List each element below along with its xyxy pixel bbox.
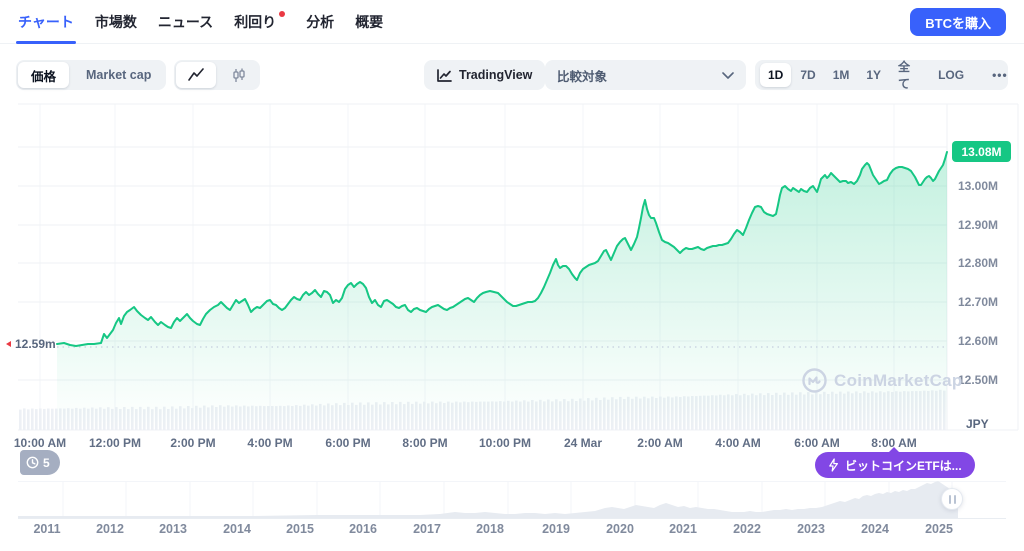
clock-history-icon xyxy=(26,456,39,469)
timeline-year-label[interactable]: 2025 xyxy=(925,522,953,536)
timeline-year-label[interactable]: 2015 xyxy=(286,522,314,536)
chart-tab-bar: チャート 市場数 ニュース 利回り 分析 概要 xyxy=(0,0,1024,44)
x-axis-label: 2:00 AM xyxy=(637,436,683,450)
chart-type-toggle xyxy=(174,60,260,90)
tab-chart-label: チャート xyxy=(18,13,74,30)
tab-news[interactable]: ニュース xyxy=(156,0,215,43)
y-axis-label: 12.50M xyxy=(958,373,999,387)
tab-markets-label: 市場数 xyxy=(94,13,137,30)
timeline-year-label[interactable]: 2020 xyxy=(606,522,634,536)
tab-analysis-label: 分析 xyxy=(306,13,335,30)
timeline-year-label[interactable]: 2021 xyxy=(669,522,697,536)
buy-btc-button[interactable]: BTCを購入 xyxy=(910,8,1006,36)
timeline-year-label[interactable]: 2012 xyxy=(96,522,124,536)
timeline-year-label[interactable]: 2011 xyxy=(33,522,61,536)
x-axis-label: 4:00 PM xyxy=(247,436,293,450)
timeline-year-label[interactable]: 2018 xyxy=(476,522,504,536)
timeline-year-label[interactable]: 2024 xyxy=(861,522,889,536)
line-chart-option[interactable] xyxy=(176,62,216,88)
open-price-label: 12.59m xyxy=(6,337,56,351)
tab-overview-label: 概要 xyxy=(355,13,384,30)
tradingview-chart-icon xyxy=(437,68,452,82)
watermark: CoinMarketCap xyxy=(802,368,963,393)
range-7d[interactable]: 7D xyxy=(800,68,816,82)
range-selector: 1D 7D 1M 1Y 全て LOG ••• xyxy=(755,60,1008,91)
chevron-down-icon xyxy=(722,71,734,79)
timeline-drag-handle[interactable] xyxy=(941,488,963,510)
tab-overview[interactable]: 概要 xyxy=(353,0,385,43)
open-price-value: 12.59m xyxy=(15,337,56,351)
metric-marketcap-option[interactable]: Market cap xyxy=(86,68,152,82)
news-event-label: ビットコインETFは... xyxy=(845,458,962,473)
history-events-count: 5 xyxy=(43,455,50,470)
y-axis-label: 12.70M xyxy=(958,295,999,309)
x-axis-label: 6:00 PM xyxy=(325,436,371,450)
x-axis-label: 10:00 PM xyxy=(478,436,532,450)
tradingview-label: TradingView xyxy=(459,68,533,82)
timeline-scrubber[interactable] xyxy=(0,478,1024,523)
log-scale-button[interactable]: LOG xyxy=(938,68,965,82)
y-axis-label: JPY xyxy=(966,417,989,431)
x-axis-label: 8:00 PM xyxy=(402,436,448,450)
price-line-series xyxy=(56,151,948,347)
range-all[interactable]: 全て xyxy=(898,60,911,91)
candlestick-icon xyxy=(233,68,245,82)
tradingview-button[interactable]: TradingView xyxy=(424,60,546,90)
timeline-area-series xyxy=(18,481,958,518)
tab-chart[interactable]: チャート xyxy=(16,0,76,44)
compare-dropdown-value: 比較対象 xyxy=(557,69,608,84)
open-price-tick-icon xyxy=(6,341,11,347)
timeline-year-label[interactable]: 2017 xyxy=(413,522,441,536)
x-axis-label: 12:00 PM xyxy=(88,436,142,450)
x-axis-label: 8:00 AM xyxy=(871,436,917,450)
timeline-year-label[interactable]: 2023 xyxy=(797,522,825,536)
timeline-year-label[interactable]: 2022 xyxy=(733,522,761,536)
x-axis-label: 6:00 AM xyxy=(794,436,840,450)
watermark-label: CoinMarketCap xyxy=(834,370,963,390)
metric-price-option[interactable]: 価格 xyxy=(18,62,70,88)
metric-toggle: 価格 Market cap xyxy=(16,60,167,90)
coinmarketcap-logo-icon xyxy=(802,368,827,393)
range-1m[interactable]: 1M xyxy=(832,68,850,82)
range-1d[interactable]: 1D xyxy=(760,63,792,87)
news-event-badge[interactable]: ビットコインETFは... xyxy=(815,447,975,478)
y-axis-label: 12.80M xyxy=(958,256,999,270)
timeline-year-label[interactable]: 2016 xyxy=(349,522,377,536)
x-axis-label: 2:00 PM xyxy=(170,436,216,450)
tab-analysis[interactable]: 分析 xyxy=(304,0,336,43)
price-chart-plot[interactable] xyxy=(0,100,1024,448)
notification-dot xyxy=(279,11,286,17)
price-area-fill xyxy=(57,152,947,430)
timeline-year-label[interactable]: 2019 xyxy=(542,522,570,536)
last-price-badge: 13.08M xyxy=(952,141,1011,162)
y-axis-label: 12.60M xyxy=(958,334,999,348)
tab-news-label: ニュース xyxy=(157,13,214,30)
tab-yield[interactable]: 利回り xyxy=(232,0,287,43)
candlestick-chart-option[interactable] xyxy=(220,62,258,88)
timeline-year-label[interactable]: 2013 xyxy=(159,522,187,536)
x-axis-label: 24 Mar xyxy=(563,436,603,450)
compare-dropdown[interactable]: 比較対象 xyxy=(545,60,746,90)
range-1y[interactable]: 1Y xyxy=(866,68,882,82)
y-axis-label: 13.00M xyxy=(958,179,999,193)
y-axis-label: 12.90M xyxy=(958,218,999,232)
line-chart-icon xyxy=(188,68,204,81)
tab-markets[interactable]: 市場数 xyxy=(93,0,139,43)
history-events-badge[interactable]: 5 xyxy=(20,450,60,475)
lightning-icon xyxy=(829,458,838,472)
x-axis-label: 10:00 AM xyxy=(13,436,67,450)
x-axis-label: 4:00 AM xyxy=(715,436,761,450)
tab-yield-label: 利回り xyxy=(234,13,277,30)
more-options-button[interactable]: ••• xyxy=(992,68,1008,82)
timeline-year-label[interactable]: 2014 xyxy=(223,522,251,536)
chart-toolbar: 価格 Market cap TradingView 比較対象 1D 7D 1M … xyxy=(0,60,1024,91)
